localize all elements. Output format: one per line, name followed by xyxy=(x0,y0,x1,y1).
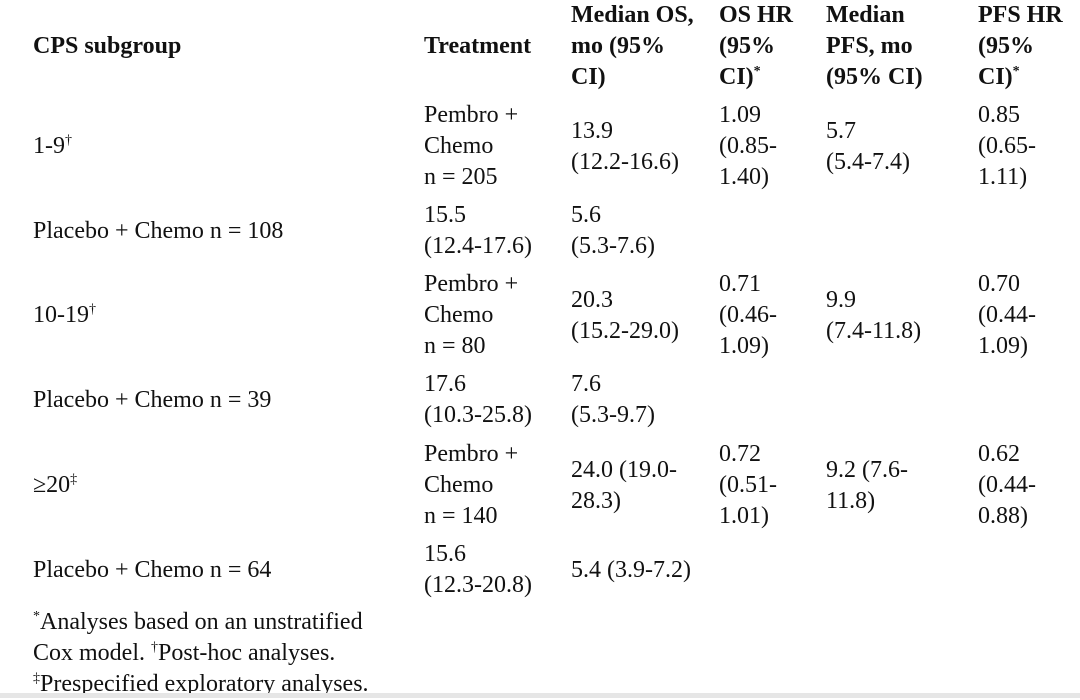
cell-pfs-hr: 0.85 (0.65- 1.11) xyxy=(978,100,1036,193)
cell-text: Pembro + Chemo n = 80 xyxy=(424,271,519,359)
cell-text: 15.6 (12.3-20.8) xyxy=(424,541,532,598)
cell-median-os: 24.0 (19.0- 28.3) xyxy=(571,439,677,532)
bottom-edge xyxy=(0,693,1080,698)
cell-text: 9.2 (7.6- 11.8) xyxy=(826,456,908,514)
cell-text: 0.71 (0.46- 1.09) xyxy=(719,271,777,359)
cell-cps-subgroup: 10-19† xyxy=(33,269,96,362)
cell-text: 24.0 (19.0- 28.3) xyxy=(571,456,677,514)
cell-text: 5.7 (5.4-7.4) xyxy=(826,117,910,175)
footnotes: *Analyses based on an unstratified Cox m… xyxy=(33,607,369,700)
cell-text: ≥20 xyxy=(33,472,71,498)
cell-cps-subgroup: Placebo + Chemo n = 108 xyxy=(33,200,283,262)
footnote-mark: ‡ xyxy=(70,472,78,487)
cell-text: Placebo + Chemo n = 39 xyxy=(33,386,272,413)
cell-treatment: 15.5 (12.4-17.6) xyxy=(424,200,532,262)
footnote-mark: * xyxy=(1012,64,1020,79)
cell-treatment: Pembro + Chemo n = 80 xyxy=(424,269,518,362)
cell-text: Pembro + Chemo n = 140 xyxy=(424,441,519,529)
cell-text: 0.62 (0.44- 0.88) xyxy=(978,441,1036,529)
cell-text: Placebo + Chemo n = 64 xyxy=(33,556,272,583)
cell-treatment: 17.6 (10.3-25.8) xyxy=(424,369,532,431)
cell-median-pfs: 9.9 (7.4-11.8) xyxy=(826,269,921,362)
cell-cps-subgroup: 1-9† xyxy=(33,100,72,193)
cell-text: PFS HR (95% CI) xyxy=(978,2,1063,90)
cell-text: 15.5 (12.4-17.6) xyxy=(424,202,532,259)
cell-text: 0.72 (0.51- 1.01) xyxy=(719,441,777,529)
cell-os-hr: 1.09 (0.85- 1.40) xyxy=(719,100,777,193)
cell-text: OS HR (95% CI) xyxy=(719,2,794,90)
cell-text: 13.9 (12.2-16.6) xyxy=(571,117,679,175)
header-median-os: Median OS, mo (95% CI) xyxy=(571,0,694,93)
cell-text: 9.9 (7.4-11.8) xyxy=(826,286,922,344)
cell-text: 0.85 (0.65- 1.11) xyxy=(978,102,1036,190)
footnote-mark: * xyxy=(753,64,761,79)
table-row: Placebo + Chemo n = 108 15.5 (12.4-17.6) 5… xyxy=(0,200,1080,262)
cell-os-hr: 0.72 (0.51- 1.01) xyxy=(719,439,777,532)
cell-text: 7.6 (5.3-9.7) xyxy=(571,371,655,428)
footnote-text: Prespecified exploratory analyses. xyxy=(40,671,369,697)
footnote-line-3: ‡Prespecified exploratory analyses. xyxy=(33,669,369,700)
header-row: CPS subgroup Treatment Median OS, mo (95% … xyxy=(0,0,1080,93)
cell-median-os: 5.4 (3.9-7.2) xyxy=(571,539,691,601)
asterisk-mark: * xyxy=(33,609,40,624)
cell-text: Placebo + Chemo n = 108 xyxy=(33,217,284,244)
footnote-text: Analyses based on an unstratified xyxy=(40,609,363,635)
cell-cps-subgroup: ≥20‡ xyxy=(33,439,77,532)
footnote-line-2: Cox model. †Post-hoc analyses. xyxy=(33,638,369,669)
footnote-line-1: *Analyses based on an unstratified xyxy=(33,607,369,638)
cell-median-os: 20.3 (15.2-29.0) xyxy=(571,269,679,362)
footnote-text: Post-hoc analyses. xyxy=(158,640,336,666)
cell-text: Pembro + Chemo n = 205 xyxy=(424,102,519,190)
footnote-text: Cox model. xyxy=(33,640,151,666)
cell-cps-subgroup: Placebo + Chemo n = 64 xyxy=(33,539,271,601)
cell-treatment: Pembro + Chemo n = 140 xyxy=(424,439,518,532)
cell-treatment: Pembro + Chemo n = 205 xyxy=(424,100,518,193)
header-os-hr: OS HR (95% CI)* xyxy=(719,0,793,93)
cell-text: 0.70 (0.44- 1.09) xyxy=(978,271,1036,359)
cell-text: 5.6 (5.3-7.6) xyxy=(571,202,655,259)
header-treatment: Treatment xyxy=(424,0,531,93)
footnote-mark: † xyxy=(89,302,96,317)
cell-text: CPS subgroup xyxy=(33,33,182,59)
cell-treatment: 15.6 (12.3-20.8) xyxy=(424,539,532,601)
header-cps-subgroup: CPS subgroup xyxy=(33,0,181,93)
cell-text: 1-9 xyxy=(33,133,65,159)
cell-text: 17.6 (10.3-25.8) xyxy=(424,371,532,428)
cell-pfs-hr: 0.62 (0.44- 0.88) xyxy=(978,439,1036,532)
cell-os-hr: 0.71 (0.46- 1.09) xyxy=(719,269,777,362)
cell-median-os: 13.9 (12.2-16.6) xyxy=(571,100,679,193)
cell-median-os: 5.6 (5.3-7.6) xyxy=(571,200,655,262)
dagger-mark: † xyxy=(151,640,158,655)
cell-median-os: 7.6 (5.3-9.7) xyxy=(571,369,655,431)
footnote-mark: † xyxy=(65,133,72,148)
double-dagger-mark: ‡ xyxy=(33,671,40,686)
header-median-pfs: Median PFS, mo (95% CI) xyxy=(826,0,923,93)
cell-cps-subgroup: Placebo + Chemo n = 39 xyxy=(33,369,271,431)
cell-text: 5.4 (3.9-7.2) xyxy=(571,556,691,583)
header-pfs-hr: PFS HR (95% CI)* xyxy=(978,0,1063,93)
cell-text: 20.3 (15.2-29.0) xyxy=(571,286,679,344)
cell-text: Treatment xyxy=(424,33,532,59)
cell-text: Median PFS, mo (95% CI) xyxy=(826,2,923,90)
table-row: Placebo + Chemo n = 64 15.6 (12.3-20.8) 5.… xyxy=(0,539,1080,601)
cell-text: 10-19 xyxy=(33,302,89,328)
cell-median-pfs: 9.2 (7.6- 11.8) xyxy=(826,439,908,532)
cell-text: Median OS, mo (95% CI) xyxy=(571,2,694,90)
table-row: 10-19† Pembro + Chemo n = 80 20.3 (15.2-29… xyxy=(0,269,1080,362)
cell-text: 1.09 (0.85- 1.40) xyxy=(719,102,777,190)
cell-median-pfs: 5.7 (5.4-7.4) xyxy=(826,100,910,193)
table-row: ≥20‡ Pembro + Chemo n = 140 24.0 (19.0- 28… xyxy=(0,439,1080,532)
table-row: 1-9† Pembro + Chemo n = 205 13.9 (12.2-16.… xyxy=(0,100,1080,193)
table-row: Placebo + Chemo n = 39 17.6 (10.3-25.8) 7.… xyxy=(0,369,1080,431)
cell-pfs-hr: 0.70 (0.44- 1.09) xyxy=(978,269,1036,362)
